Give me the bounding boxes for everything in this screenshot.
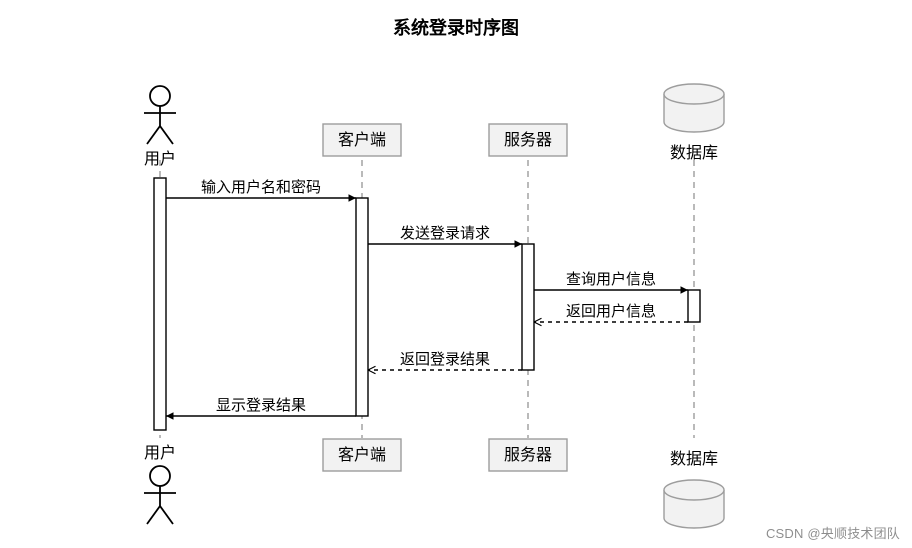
- participant-label-server-bottom: 服务器: [504, 446, 552, 464]
- message-label-1: 发送登录请求: [400, 225, 490, 242]
- database-label-db-top: 数据库: [670, 144, 718, 162]
- actor-label-user-top: 用户: [144, 150, 176, 168]
- actor-user-bottom: [144, 466, 176, 524]
- database-db-top: [664, 84, 724, 132]
- activation-db: [688, 290, 700, 322]
- actor-user-top: [144, 86, 176, 144]
- activation-user: [154, 178, 166, 430]
- participant-label-client-top: 客户端: [338, 131, 386, 149]
- participant-label-client-bottom: 客户端: [338, 446, 386, 464]
- sequence-diagram: 系统登录时序图用户用户客户端客户端服务器服务器数据库数据库输入用户名和密码发送登…: [0, 0, 912, 548]
- actor-label-user-bottom: 用户: [144, 444, 176, 462]
- diagram-title: 系统登录时序图: [393, 17, 519, 38]
- message-label-5: 显示登录结果: [216, 397, 306, 414]
- message-label-3: 返回用户信息: [566, 303, 656, 320]
- message-label-2: 查询用户信息: [566, 271, 656, 288]
- message-label-0: 输入用户名和密码: [201, 179, 321, 196]
- watermark-text: CSDN @央顺技术团队: [766, 523, 900, 542]
- database-db-bottom: [664, 480, 724, 528]
- activation-client: [356, 198, 368, 416]
- message-label-4: 返回登录结果: [400, 351, 490, 368]
- activation-server: [522, 244, 534, 370]
- participant-label-server-top: 服务器: [504, 131, 552, 149]
- database-label-db-bottom: 数据库: [670, 450, 718, 468]
